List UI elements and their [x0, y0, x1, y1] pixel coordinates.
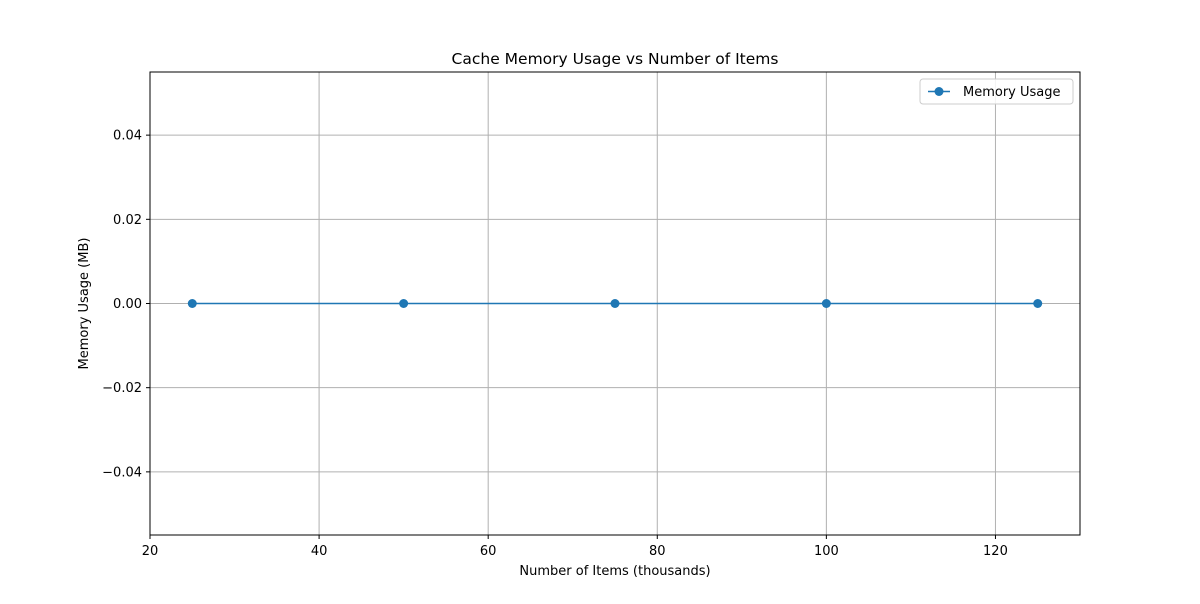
data-point: [399, 299, 409, 308]
y-tick-label: 0.00: [113, 297, 142, 312]
x-tick-label: 40: [311, 544, 328, 559]
data-point: [1033, 299, 1043, 308]
legend-label: Memory Usage: [963, 85, 1061, 100]
y-tick-label: −0.02: [102, 381, 142, 396]
data-point: [187, 299, 197, 308]
x-tick-label: 20: [142, 544, 159, 559]
legend: Memory Usage: [919, 78, 1074, 105]
y-tick-label: 0.04: [113, 129, 142, 144]
y-tick-label: −0.04: [102, 465, 142, 480]
x-axis-label: Number of Items (thousands): [519, 564, 710, 579]
y-axis-label: Memory Usage (MB): [77, 238, 92, 370]
chart-title: Cache Memory Usage vs Number of Items: [452, 50, 779, 68]
data-point: [821, 299, 831, 308]
x-tick-label: 80: [649, 544, 666, 559]
legend-box: [919, 78, 1074, 105]
legend-marker: [934, 87, 944, 96]
x-tick-label: 120: [983, 544, 1008, 559]
x-tick-label: 100: [814, 544, 839, 559]
data-point: [610, 299, 620, 308]
axis-ticks: 20 40 60 80 100 120 −0.04 −0.02 0.00 0.02 0.04: [102, 129, 1008, 559]
series-layer: [187, 299, 1043, 308]
x-tick-label: 60: [480, 544, 497, 559]
y-tick-label: 0.02: [113, 213, 142, 228]
